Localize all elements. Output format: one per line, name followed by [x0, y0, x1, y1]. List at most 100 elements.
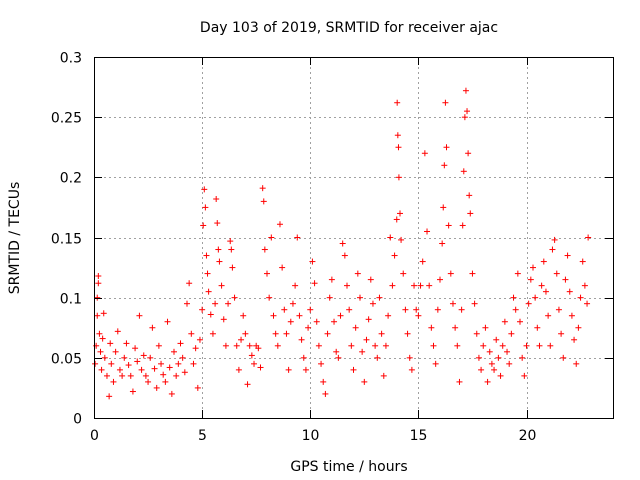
data-point [551, 236, 558, 243]
data-point [235, 366, 242, 373]
data-point [212, 300, 219, 307]
data-point [257, 364, 264, 371]
data-point [225, 300, 232, 307]
data-point [376, 294, 383, 301]
data-point [276, 221, 283, 228]
data-point [216, 258, 223, 265]
data-point [547, 342, 554, 349]
data-point [231, 294, 238, 301]
data-point [147, 354, 154, 361]
data-point [186, 280, 193, 287]
data-point [382, 342, 389, 349]
data-point [215, 246, 222, 253]
data-point [506, 360, 513, 367]
y-tick-label: 0.25 [51, 111, 82, 127]
data-point [449, 300, 456, 307]
data-point [155, 342, 162, 349]
data-point [581, 282, 588, 289]
data-point [337, 312, 344, 319]
data-point [454, 342, 461, 349]
data-point [480, 342, 487, 349]
data-point [484, 378, 491, 385]
data-point [298, 336, 305, 343]
data-point [585, 234, 592, 241]
data-point [228, 246, 235, 253]
y-axis-label: SRMTID / TECUs [7, 182, 23, 295]
data-point [458, 306, 465, 313]
data-point [305, 324, 312, 331]
data-point [294, 234, 301, 241]
data-point [404, 330, 411, 337]
data-point [464, 108, 471, 115]
data-point [523, 342, 530, 349]
data-point [116, 366, 123, 373]
data-point [493, 336, 500, 343]
data-point [486, 348, 493, 355]
data-point [462, 87, 469, 94]
data-point [179, 354, 186, 361]
data-point [367, 276, 374, 283]
data-point [199, 306, 206, 313]
data-point [171, 348, 178, 355]
data-point [207, 311, 214, 318]
data-point [136, 312, 143, 319]
data-point [94, 294, 101, 301]
data-point [432, 360, 439, 367]
data-point [149, 324, 156, 331]
data-point [478, 366, 485, 373]
data-point [289, 300, 296, 307]
data-point [488, 360, 495, 367]
data-point [521, 372, 528, 379]
data-point [140, 352, 147, 359]
data-point [395, 144, 402, 151]
data-point [313, 318, 320, 325]
data-point [406, 354, 413, 361]
data-point [114, 328, 121, 335]
data-point [307, 306, 314, 313]
data-point [575, 324, 582, 331]
data-point [421, 150, 428, 157]
data-point [579, 258, 586, 265]
data-point [512, 306, 519, 313]
data-point [108, 360, 115, 367]
data-point [100, 310, 107, 317]
data-point [181, 369, 188, 376]
data-point [459, 222, 466, 229]
data-point [145, 378, 152, 385]
data-point [260, 198, 267, 205]
data-point [482, 324, 489, 331]
data-point [417, 282, 424, 289]
data-point [356, 294, 363, 301]
data-point [517, 318, 524, 325]
data-point [411, 282, 418, 289]
data-point [413, 306, 420, 313]
data-point [309, 258, 316, 265]
data-point [166, 364, 173, 371]
data-point [99, 335, 106, 342]
data-point [456, 378, 463, 385]
data-point [134, 358, 141, 365]
data-point [499, 342, 506, 349]
data-point [121, 354, 128, 361]
data-point [244, 381, 251, 388]
data-point [279, 264, 286, 271]
data-point [209, 330, 216, 337]
data-point [251, 360, 258, 367]
data-point [326, 294, 333, 301]
data-point [549, 246, 556, 253]
data-point [365, 316, 372, 323]
data-point [385, 312, 392, 319]
y-tick-label: 0.1 [60, 292, 82, 308]
data-point [584, 300, 591, 307]
data-point [344, 282, 351, 289]
data-point [324, 330, 331, 337]
data-point [196, 336, 203, 343]
data-point [460, 168, 467, 175]
data-point [285, 366, 292, 373]
data-point [566, 288, 573, 295]
data-point [562, 276, 569, 283]
data-point [213, 195, 220, 202]
data-point [441, 162, 448, 169]
data-point [296, 312, 303, 319]
data-point [348, 342, 355, 349]
